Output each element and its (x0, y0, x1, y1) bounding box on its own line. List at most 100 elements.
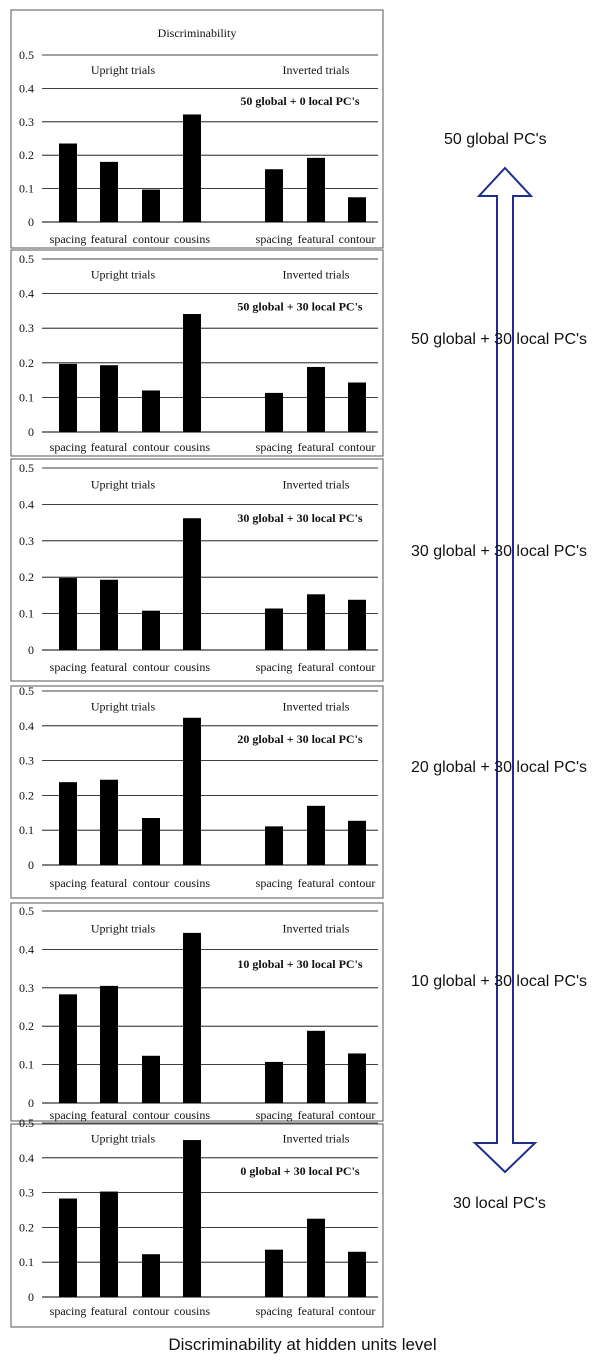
x-tick-label: contour (339, 1108, 376, 1122)
y-tick-label: 0 (28, 858, 34, 872)
y-tick-label: 0.3 (19, 1186, 34, 1200)
y-tick-label: 0.4 (19, 497, 34, 511)
group-label-upright: Upright trials (91, 921, 156, 935)
y-tick-label: 0.3 (19, 754, 34, 768)
x-tick-label: spacing (256, 1108, 293, 1122)
bar-cousins-upright (183, 1140, 201, 1297)
x-tick-label: featural (298, 1304, 335, 1318)
x-tick-label: cousins (174, 1108, 210, 1122)
chart-frame (10, 902, 384, 1122)
arrow-label-20-global-30-local: 20 global + 30 local PC's (411, 759, 588, 776)
chart-frame (10, 458, 384, 682)
x-tick-label: contour (339, 440, 376, 454)
double-arrow (472, 166, 538, 1174)
chart-annotation: 20 global + 30 local PC's (237, 732, 363, 746)
bar-spacing-upright (59, 577, 77, 650)
bar-spacing-upright (59, 782, 77, 865)
bar-contour-upright (142, 390, 160, 432)
bar-featural-upright (100, 161, 118, 222)
y-tick-label: 0.4 (19, 719, 34, 733)
y-tick-label: 0.5 (19, 684, 34, 698)
y-tick-label: 0.2 (19, 570, 34, 584)
x-tick-label: spacing (256, 440, 293, 454)
y-tick-label: 0.3 (19, 981, 34, 995)
bar-cousins-upright (183, 114, 201, 222)
x-tick-label: featural (91, 876, 128, 890)
arrow-label-30-global-30-local: 30 global + 30 local PC's (411, 543, 588, 560)
bar-featural-upright (100, 779, 118, 865)
x-tick-label: featural (91, 440, 128, 454)
x-tick-label: spacing (256, 876, 293, 890)
y-tick-label: 0.2 (19, 148, 34, 162)
x-tick-label: contour (133, 1108, 170, 1122)
arrow-label-10-global-30-local: 10 global + 30 local PC's (411, 973, 588, 990)
x-tick-label: featural (91, 232, 128, 246)
y-tick-label: 0.5 (19, 904, 34, 918)
y-tick-label: 0.5 (19, 252, 34, 266)
bar-featural-inverted (307, 366, 325, 432)
bar-contour-inverted (348, 820, 366, 865)
y-tick-label: 0.4 (19, 1151, 34, 1165)
x-tick-label: contour (339, 876, 376, 890)
bar-spacing-inverted (265, 1249, 283, 1297)
y-tick-label: 0 (28, 425, 34, 439)
y-tick-label: 0.1 (19, 1058, 34, 1072)
bar-featural-upright (100, 1191, 118, 1297)
chart-panel-2: 0 0.1 0.2 0.3 0.4 0.5 Upright trials Inverted t… (10, 249, 384, 457)
bar-contour-inverted (348, 197, 366, 222)
bar-contour-upright (142, 610, 160, 650)
y-tick-label: 0.1 (19, 607, 34, 621)
bar-contour-upright (142, 818, 160, 865)
chart-annotation: 30 global + 30 local PC's (237, 511, 363, 525)
x-tick-label: featural (298, 440, 335, 454)
figure-caption: Discriminability at hidden units level (168, 1335, 437, 1354)
group-label-upright: Upright trials (91, 1132, 156, 1146)
bar-featural-inverted (307, 157, 325, 222)
x-tick-label: featural (298, 232, 335, 246)
bar-spacing-upright (59, 994, 77, 1103)
x-tick-label: contour (133, 1304, 170, 1318)
y-tick-label: 0 (28, 643, 34, 657)
group-label-upright: Upright trials (91, 63, 156, 77)
y-tick-label: 0.5 (19, 461, 34, 475)
bar-featural-inverted (307, 1218, 325, 1297)
group-label-inverted: Inverted trials (283, 63, 350, 77)
x-tick-label: spacing (256, 1304, 293, 1318)
y-tick-label: 0.5 (19, 48, 34, 62)
x-tick-label: spacing (256, 660, 293, 674)
y-tick-label: 0.2 (19, 788, 34, 802)
group-label-inverted: Inverted trials (283, 477, 350, 491)
bar-spacing-upright (59, 1198, 77, 1297)
y-tick-label: 0.1 (19, 182, 34, 196)
chart-panel-4: 0 0.1 0.2 0.3 0.4 0.5 Upright trials Inverted t… (10, 684, 384, 899)
group-label-inverted: Inverted trials (283, 700, 350, 714)
group-label-inverted: Inverted trials (283, 1132, 350, 1146)
x-tick-label: contour (339, 1304, 376, 1318)
chart-frame (10, 1123, 384, 1328)
chart-panel-5: 0 0.1 0.2 0.3 0.4 0.5 Upright trials Inverted t… (10, 902, 384, 1122)
x-tick-label: contour (339, 232, 376, 246)
bar-cousins-upright (183, 717, 201, 865)
bar-spacing-inverted (265, 169, 283, 222)
y-tick-label: 0.1 (19, 823, 34, 837)
bar-spacing-inverted (265, 826, 283, 865)
group-label-upright: Upright trials (91, 268, 156, 282)
x-tick-label: contour (133, 232, 170, 246)
x-tick-label: featural (298, 876, 335, 890)
chart-panel-1: 0 0.1 0.2 0.3 0.4 0.5 Discriminability Upright … (10, 9, 384, 249)
y-tick-label: 0 (28, 1290, 34, 1304)
chart-annotation: 10 global + 30 local PC's (237, 957, 363, 971)
x-tick-label: cousins (174, 1304, 210, 1318)
x-tick-label: spacing (50, 1108, 87, 1122)
bar-cousins-upright (183, 932, 201, 1103)
y-tick-label: 0.4 (19, 287, 34, 301)
bar-contour-inverted (348, 1251, 366, 1297)
bar-featural-upright (100, 985, 118, 1103)
bar-spacing-inverted (265, 608, 283, 650)
arrow-bottom-label: 30 local PC's (453, 1195, 546, 1212)
y-tick-label: 0.1 (19, 1255, 34, 1269)
bar-featural-inverted (307, 594, 325, 650)
y-tick-label: 0.3 (19, 115, 34, 129)
y-tick-label: 0 (28, 215, 34, 229)
